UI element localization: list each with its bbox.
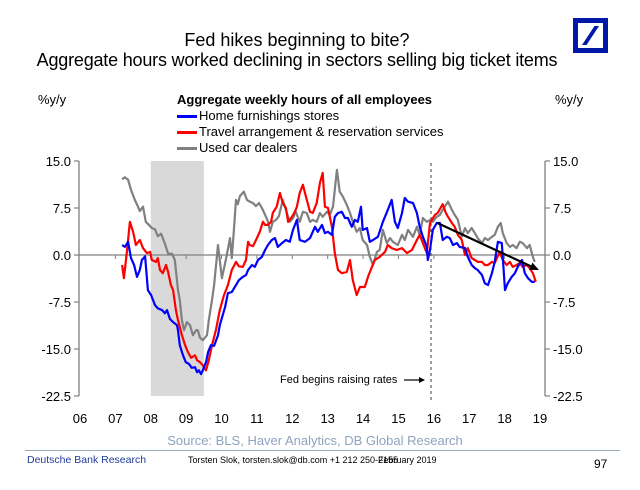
- footer-author: Torsten Slok, torsten.slok@db.com +1 212…: [188, 455, 399, 465]
- source-note: Source: BLS, Haver Analytics, DB Global …: [167, 433, 463, 448]
- footer-brand: Deutsche Bank Research: [27, 454, 147, 466]
- series-group: [121, 168, 537, 376]
- trend-arrow-line: [436, 222, 532, 268]
- y-tick-label-left: -7.5: [49, 295, 71, 310]
- chart-title-line-1: Fed hikes beginning to bite?: [184, 30, 410, 50]
- x-tick-label: 18: [497, 411, 511, 426]
- x-tick-label: 19: [533, 411, 547, 426]
- x-tick-label: 13: [320, 411, 334, 426]
- legend-swatch-blue: [177, 114, 197, 118]
- y-axis-unit-right: %y/y: [555, 92, 584, 107]
- legend-label: Home furnishings stores: [199, 108, 340, 123]
- footer-divider: [25, 450, 620, 451]
- legend-swatch-red: [177, 130, 197, 134]
- y-tick-label-left: -22.5: [41, 389, 71, 404]
- y-tick-label-left: -15.0: [41, 342, 71, 357]
- legend-item-used-cars: Used car dealers: [177, 140, 443, 156]
- tick-labels-group: 15.0 15.0 7.5 7.5 0.0 0.0 -7.5 -7.5 -15.0 -15.0 -2…: [41, 154, 582, 426]
- y-tick-label-right: -22.5: [553, 389, 583, 404]
- legend-item-home-furnishings: Home furnishings stores: [177, 108, 443, 124]
- y-tick-label-left: 0.0: [53, 248, 71, 263]
- x-tick-label: 07: [108, 411, 122, 426]
- y-tick-label-right: -7.5: [553, 295, 575, 310]
- trend-arrow-group: [436, 222, 539, 271]
- x-tick-label: 14: [356, 411, 370, 426]
- x-tick-label: 12: [285, 411, 299, 426]
- x-tick-label: 08: [144, 411, 158, 426]
- x-tick-label: 06: [73, 411, 87, 426]
- logo-frame: [573, 18, 608, 53]
- y-tick-label-right: 7.5: [553, 201, 571, 216]
- logo-slash: [582, 26, 599, 45]
- series-line-travel: [121, 171, 537, 372]
- y-tick-label-right: -15.0: [553, 342, 583, 357]
- x-tick-label: 16: [427, 411, 441, 426]
- y-tick-label-left: 15.0: [46, 154, 71, 169]
- deutsche-bank-logo-icon: [573, 18, 608, 53]
- page-number: 97: [594, 457, 608, 471]
- line-chart: 15.0 15.0 7.5 7.5 0.0 0.0 -7.5 -7.5 -15.0 -15.0 -2…: [41, 154, 582, 426]
- x-tick-label: 10: [214, 411, 228, 426]
- footer-date: February 2019: [378, 455, 437, 465]
- legend-label: Travel arrangement & reservation service…: [199, 124, 444, 139]
- y-tick-label-right: 0.0: [553, 248, 571, 263]
- right-arrow-icon: [404, 377, 426, 384]
- x-tick-label: 15: [391, 411, 405, 426]
- y-tick-label-left: 7.5: [53, 201, 71, 216]
- series-line-used-cars: [121, 168, 536, 342]
- axes-group: [74, 160, 550, 397]
- chart-title-line-2: Aggregate hours worked declining in sect…: [36, 50, 558, 70]
- annotation-text: Fed begins raising rates: [280, 374, 398, 386]
- chart-legend: Aggregate weekly hours of all employees …: [177, 92, 443, 156]
- x-tick-label: 09: [179, 411, 193, 426]
- legend-title: Aggregate weekly hours of all employees: [177, 92, 433, 107]
- legend-swatch-gray: [177, 146, 197, 150]
- x-tick-label: 11: [250, 411, 264, 426]
- trend-arrow-head-icon: [529, 262, 539, 271]
- x-tick-label: 17: [462, 411, 476, 426]
- legend-label: Used car dealers: [199, 140, 298, 155]
- y-axis-unit-left: %y/y: [38, 92, 67, 107]
- series-line-home-furnishings: [121, 196, 535, 376]
- legend-item-travel: Travel arrangement & reservation service…: [177, 124, 443, 140]
- annotation-fed-hikes: Fed begins raising rates: [280, 374, 426, 386]
- y-tick-label-right: 15.0: [553, 154, 578, 169]
